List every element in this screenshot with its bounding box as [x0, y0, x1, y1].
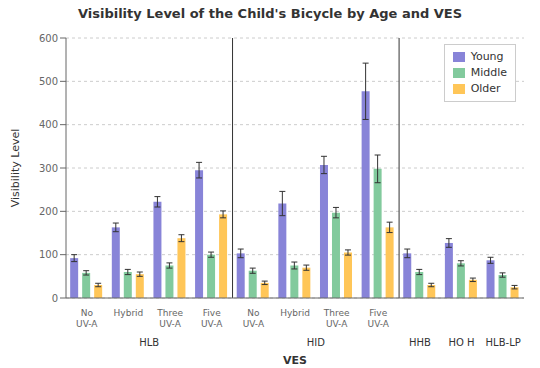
svg-text:600: 600: [39, 33, 58, 44]
svg-text:HID: HID: [307, 337, 325, 348]
svg-text:No: No: [81, 308, 94, 318]
svg-text:HHB: HHB: [409, 337, 431, 348]
html-text:Visibility Level of the Child': Visibility Level of the Child's Bicycle …: [77, 6, 463, 21]
svg-text:400: 400: [39, 119, 58, 130]
svg-text:500: 500: [39, 76, 58, 87]
svg-text:300: 300: [39, 163, 58, 174]
svg-text:HLB: HLB: [139, 337, 159, 348]
svg-text:Hybrid: Hybrid: [280, 308, 310, 318]
svg-text:HLB-LP: HLB-LP: [486, 337, 521, 348]
svg-text:Visibility Level: Visibility Level: [9, 129, 22, 208]
svg-text:UV-A: UV-A: [368, 319, 390, 329]
svg-text:0: 0: [52, 293, 58, 304]
svg-text:HO H: HO H: [448, 337, 474, 348]
svg-text:UV-A: UV-A: [159, 319, 181, 329]
svg-text:Three: Three: [156, 308, 183, 318]
svg-text:UV-A: UV-A: [326, 319, 348, 329]
svg-text:Five: Five: [203, 308, 221, 318]
svg-text:100: 100: [39, 249, 58, 260]
svg-text:VES: VES: [283, 354, 307, 367]
html-text:Middle: Middle: [470, 66, 507, 79]
html-text:Older: Older: [470, 82, 501, 95]
svg-text:200: 200: [39, 206, 58, 217]
svg-text:No: No: [247, 308, 260, 318]
html-text:Young: Young: [470, 50, 504, 63]
svg-text:UV-A: UV-A: [201, 319, 223, 329]
svg-text:Three: Three: [323, 308, 350, 318]
svg-text:UV-A: UV-A: [243, 319, 265, 329]
svg-text:Five: Five: [369, 308, 387, 318]
svg-text:Hybrid: Hybrid: [114, 308, 144, 318]
svg-text:UV-A: UV-A: [76, 319, 98, 329]
